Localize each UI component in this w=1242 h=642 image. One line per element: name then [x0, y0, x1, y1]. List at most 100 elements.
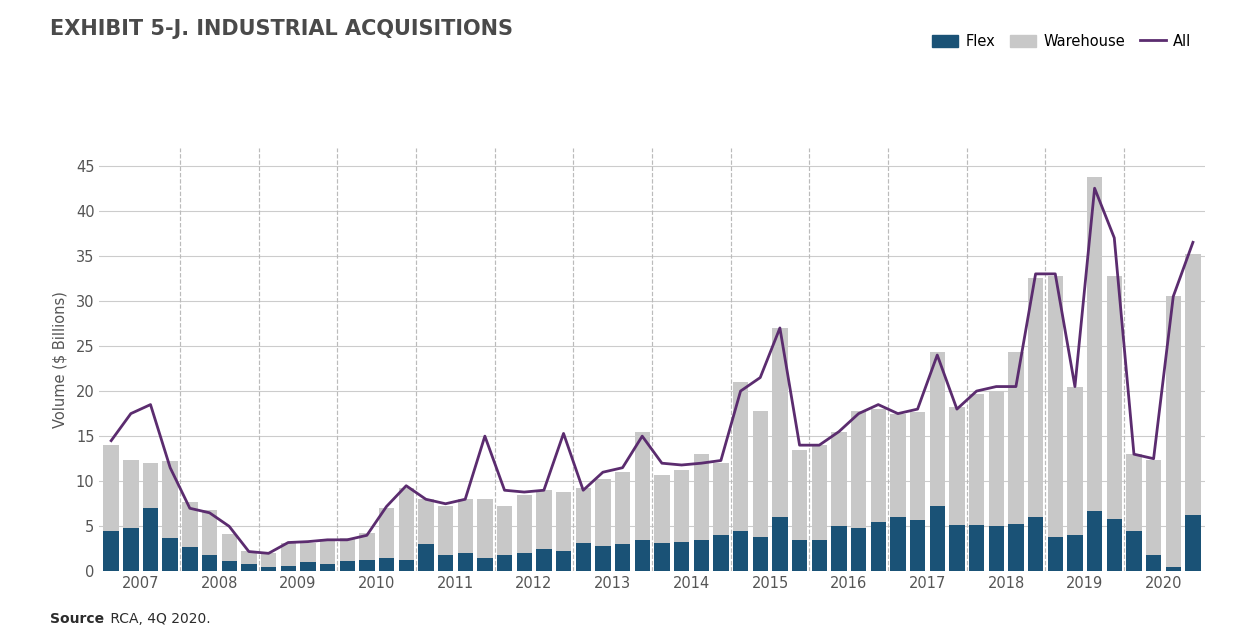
- Bar: [359, 533, 375, 560]
- All: [104, 437, 119, 444]
- Bar: [1165, 297, 1181, 567]
- Bar: [537, 549, 551, 571]
- Bar: [773, 517, 787, 571]
- Bar: [1126, 531, 1141, 571]
- Bar: [910, 412, 925, 520]
- Bar: [537, 490, 551, 549]
- Bar: [713, 535, 729, 571]
- Bar: [811, 540, 827, 571]
- Bar: [1107, 275, 1122, 519]
- Bar: [379, 558, 394, 571]
- Bar: [123, 460, 139, 528]
- Bar: [1126, 454, 1141, 531]
- Bar: [517, 553, 532, 571]
- Bar: [635, 540, 650, 571]
- Bar: [792, 540, 807, 571]
- Bar: [163, 462, 178, 538]
- Bar: [477, 499, 493, 558]
- Bar: [399, 487, 414, 560]
- All: [1087, 184, 1102, 192]
- All: [949, 405, 964, 413]
- Bar: [575, 542, 591, 571]
- All: [733, 387, 748, 395]
- Bar: [753, 411, 768, 537]
- Bar: [221, 534, 237, 560]
- Text: Source: Source: [50, 612, 104, 626]
- All: [517, 488, 532, 496]
- Bar: [339, 560, 355, 571]
- Bar: [399, 560, 414, 571]
- Bar: [457, 499, 473, 553]
- Bar: [969, 394, 984, 525]
- Bar: [183, 547, 197, 571]
- Bar: [1028, 517, 1043, 571]
- Bar: [871, 522, 886, 571]
- Bar: [1047, 275, 1063, 537]
- Bar: [202, 510, 217, 555]
- Bar: [969, 525, 984, 571]
- Bar: [556, 551, 571, 571]
- Bar: [851, 528, 866, 571]
- Bar: [1146, 460, 1161, 555]
- Bar: [320, 539, 335, 564]
- Y-axis label: Volume ($ Billions): Volume ($ Billions): [52, 291, 67, 428]
- Bar: [183, 502, 197, 547]
- Bar: [379, 508, 394, 558]
- Bar: [241, 564, 257, 571]
- Bar: [871, 409, 886, 522]
- Bar: [438, 555, 453, 571]
- Bar: [261, 567, 276, 571]
- Bar: [221, 560, 237, 571]
- Bar: [674, 542, 689, 571]
- Bar: [929, 352, 945, 505]
- Bar: [419, 544, 433, 571]
- Bar: [575, 489, 591, 542]
- Bar: [655, 475, 669, 542]
- Bar: [320, 564, 335, 571]
- Bar: [517, 495, 532, 553]
- Bar: [929, 505, 945, 571]
- Bar: [693, 540, 709, 571]
- Bar: [615, 544, 630, 571]
- Bar: [497, 505, 512, 555]
- Bar: [359, 560, 375, 571]
- Bar: [989, 526, 1004, 571]
- All: [123, 410, 138, 417]
- Bar: [989, 391, 1004, 526]
- Bar: [123, 528, 139, 571]
- Bar: [301, 562, 315, 571]
- Bar: [143, 463, 158, 508]
- Bar: [143, 508, 158, 571]
- All: [261, 550, 276, 557]
- Bar: [556, 492, 571, 551]
- Bar: [792, 449, 807, 540]
- Bar: [655, 542, 669, 571]
- Bar: [1067, 535, 1083, 571]
- Bar: [281, 543, 296, 566]
- Bar: [419, 499, 433, 544]
- All: [1185, 238, 1200, 246]
- Bar: [1165, 567, 1181, 571]
- Bar: [949, 407, 965, 525]
- Bar: [103, 531, 119, 571]
- Bar: [713, 463, 729, 535]
- Text: EXHIBIT 5-J. INDUSTRIAL ACQUISITIONS: EXHIBIT 5-J. INDUSTRIAL ACQUISITIONS: [50, 19, 513, 39]
- Bar: [1067, 386, 1083, 535]
- Bar: [1087, 511, 1102, 571]
- Bar: [301, 542, 315, 562]
- Bar: [693, 454, 709, 540]
- Bar: [891, 413, 905, 517]
- Bar: [635, 431, 650, 540]
- Bar: [1047, 537, 1063, 571]
- Bar: [1087, 177, 1102, 511]
- Line: All: All: [112, 188, 1192, 553]
- Bar: [281, 566, 296, 571]
- Bar: [1146, 555, 1161, 571]
- Bar: [615, 473, 630, 544]
- Bar: [163, 538, 178, 571]
- Bar: [674, 469, 689, 542]
- Bar: [202, 555, 217, 571]
- Bar: [595, 546, 611, 571]
- Bar: [753, 537, 768, 571]
- Text: RCA, 4Q 2020.: RCA, 4Q 2020.: [106, 612, 210, 626]
